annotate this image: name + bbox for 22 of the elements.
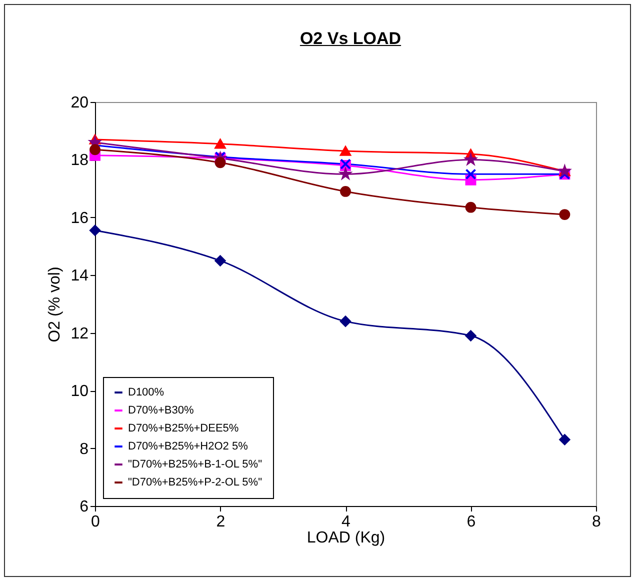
y-tick-label: 6 <box>80 498 89 516</box>
y-tick-label: 14 <box>70 268 89 285</box>
chart-title: O2 Vs LOAD <box>298 29 402 49</box>
legend-label: D70%+B30% <box>128 404 194 416</box>
y-tick-label: 16 <box>70 210 89 227</box>
y-tick-label: 12 <box>70 325 89 342</box>
x-axis-title: LOAD (Kg) <box>306 530 386 546</box>
legend-label: D100% <box>128 386 164 398</box>
x-tick-label: 0 <box>91 514 100 530</box>
x-tick-label: 6 <box>466 514 476 530</box>
legend-label: D70%+B25%+DEE5% <box>128 422 239 434</box>
legend-label: D70%+B25%+H2O2 5% <box>128 440 248 452</box>
legend-label: "D70%+B25%+P-2-OL 5%" <box>128 476 262 488</box>
y-tick-label: 8 <box>80 440 89 458</box>
legend-label: "D70%+B25%+B-1-OL 5%" <box>128 458 262 470</box>
y-tick-label: 18 <box>70 152 89 170</box>
x-tick-label: 8 <box>592 514 602 530</box>
y-axis-title: O2 (% vol) <box>46 266 64 342</box>
y-tick-label: 20 <box>70 94 89 112</box>
y-tick-label: 10 <box>70 383 89 400</box>
x-tick-label: 4 <box>342 514 351 530</box>
x-tick-label: 2 <box>216 514 226 530</box>
